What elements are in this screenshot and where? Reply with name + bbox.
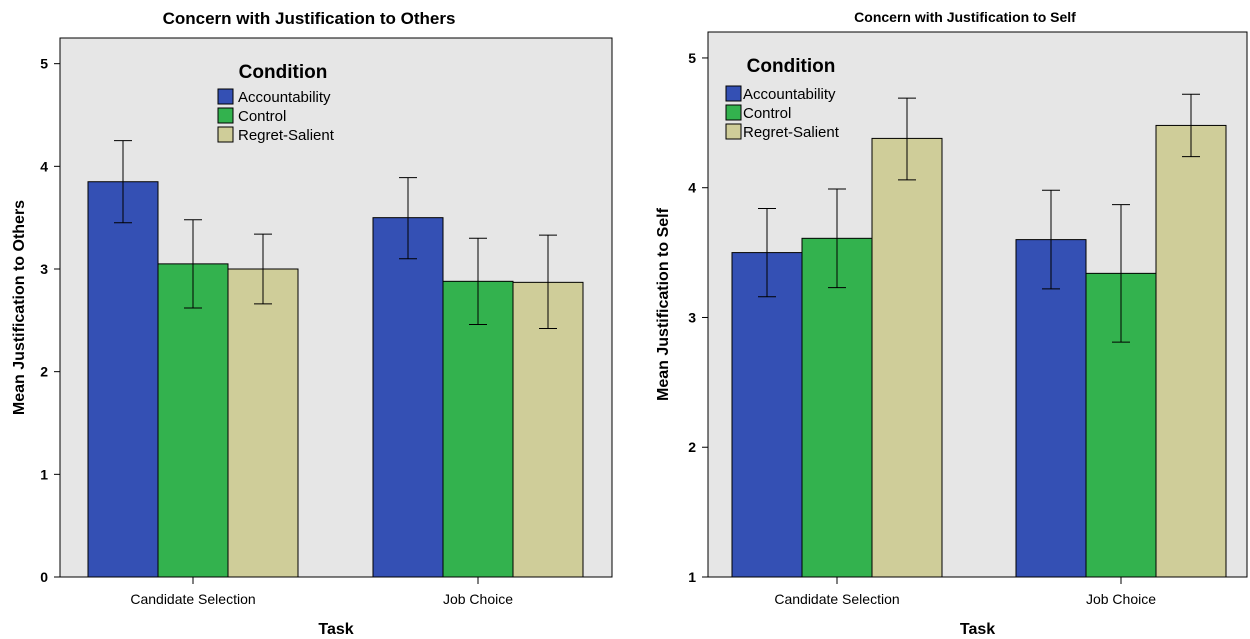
chart-title: Concern with Justification to Self [854, 9, 1076, 25]
y-axis-title: Mean Justification to Others [11, 200, 28, 415]
y-tick-label: 2 [40, 364, 48, 380]
bar-regret-salient [1155, 124, 1227, 578]
legend-label: Control [238, 108, 286, 125]
x-axis-title: Task [318, 621, 353, 638]
y-tick-label: 4 [688, 180, 696, 196]
legend-swatch [217, 126, 234, 143]
legend-label: Regret-Salient [743, 124, 840, 141]
bar-regret-salient [871, 137, 943, 578]
bar-accountability [731, 252, 803, 578]
bar-control [157, 263, 229, 578]
legend-title: Condition [747, 56, 836, 77]
bar-control [442, 280, 514, 578]
chart-panel-1: Concern with Justification to Others 0 1 2 3… [11, 9, 613, 638]
x-tick-label: Job Choice [443, 591, 513, 607]
bar-accountability [1015, 239, 1087, 578]
bar-regret-salient [512, 281, 584, 578]
bar-control [801, 237, 873, 578]
legend-swatch [217, 107, 234, 124]
y-tick-label: 3 [40, 261, 48, 277]
legend-label: Accountability [238, 89, 331, 106]
x-tick-label: Job Choice [1086, 591, 1156, 607]
y-tick-label: 5 [40, 56, 48, 72]
y-tick-label: 1 [688, 569, 696, 585]
y-tick-label: 5 [688, 50, 696, 66]
bar-accountability [87, 181, 159, 578]
x-tick-label: Candidate Selection [130, 591, 255, 607]
legend-title: Condition [239, 62, 328, 83]
legend-swatch [725, 85, 742, 102]
legend-label: Control [743, 105, 791, 122]
y-tick-label: 3 [688, 309, 696, 325]
legend-swatch [725, 104, 742, 121]
y-tick-label: 1 [40, 466, 48, 482]
y-tick-label: 4 [40, 158, 48, 174]
legend: Condition Accountability Control Regret-Sal… [217, 62, 335, 144]
legend-label: Regret-Salient [238, 127, 335, 144]
legend-swatch [217, 88, 234, 105]
legend-label: Accountability [743, 86, 836, 103]
x-axis-title: Task [960, 621, 995, 638]
y-tick-label: 2 [688, 439, 696, 455]
bar-accountability [372, 217, 444, 578]
chart-panel-2: Concern with Justification to Self 1 2 3 4 5 M… [655, 9, 1248, 638]
x-tick-label: Candidate Selection [774, 591, 899, 607]
y-axis-title: Mean Justification to Self [655, 207, 672, 401]
legend: Condition Accountability Control Regret-Sal… [725, 56, 840, 141]
chart-title: Concern with Justification to Others [163, 9, 456, 28]
y-tick-label: 0 [40, 569, 48, 585]
legend-swatch [725, 123, 742, 140]
bar-regret-salient [227, 268, 299, 578]
